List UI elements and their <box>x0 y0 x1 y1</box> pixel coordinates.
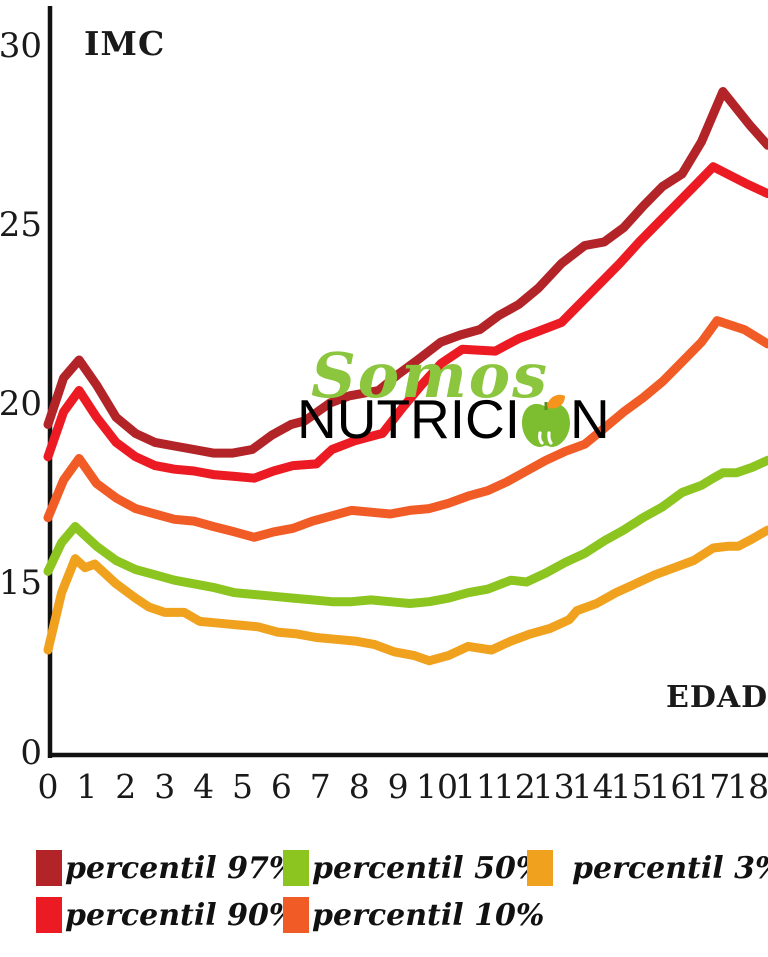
legend-label: percentil 90% <box>65 897 298 933</box>
x-tick-14: 14 <box>572 767 614 806</box>
legend-item-percentil-90: percentil 90% <box>36 897 297 933</box>
x-tick-9: 9 <box>388 767 409 806</box>
legend-item-percentil-10: percentil 10% <box>283 897 544 933</box>
x-tick-1: 1 <box>76 767 97 806</box>
x-tick-15: 15 <box>611 767 653 806</box>
x-tick-17: 17 <box>688 767 730 806</box>
x-tick-6: 6 <box>271 767 292 806</box>
x-tick-7: 7 <box>310 767 331 806</box>
legend-swatch-percentil-10 <box>283 897 309 933</box>
x-tick-16: 16 <box>649 767 691 806</box>
series-percentil-90 <box>43 162 768 483</box>
legend-swatch-percentil-50 <box>283 850 309 886</box>
x-tick-11: 11 <box>455 767 497 806</box>
legend-swatch-percentil-90 <box>36 897 62 933</box>
legend-label: percentil 50% <box>312 850 545 886</box>
x-tick-5: 5 <box>232 767 253 806</box>
x-axis-title: EDAD <box>666 680 768 715</box>
y-tick-30: 30 <box>0 26 42 66</box>
y-tick-25: 25 <box>0 205 42 245</box>
x-tick-3: 3 <box>154 767 175 806</box>
legend-label: percentil 3% <box>572 850 768 886</box>
legend: percentil 97% percentil 50% percentil 3%… <box>36 850 768 933</box>
legend-swatch-percentil-3 <box>527 850 553 886</box>
x-tick-8: 8 <box>349 767 370 806</box>
legend-item-percentil-97: percentil 97% <box>36 850 297 886</box>
legend-item-percentil-50: percentil 50% <box>283 850 544 886</box>
y-tick-0: 0 <box>20 733 42 773</box>
legend-item-percentil-3: percentil 3% <box>527 850 768 886</box>
legend-swatch-percentil-97 <box>36 850 62 886</box>
series-percentil-97 <box>43 87 768 458</box>
y-axis-title: IMC <box>84 24 166 63</box>
y-tick-20: 20 <box>0 384 42 424</box>
x-tick-18: 18 <box>727 767 768 806</box>
x-tick-13: 13 <box>533 767 575 806</box>
series-percentil-3 <box>43 525 768 666</box>
x-tick-4: 4 <box>193 767 214 806</box>
x-tick-0: 0 <box>38 767 59 806</box>
x-tick-12: 12 <box>494 767 536 806</box>
series-percentil-10 <box>43 316 768 542</box>
series-percentil-50 <box>43 455 768 608</box>
legend-label: percentil 97% <box>65 850 298 886</box>
chart-area: 30 25 20 15 0 0 1 2 3 4 5 6 7 8 9 10 11 12 13 14 15 16 17 18 IM… <box>0 6 768 806</box>
legend-label: percentil 10% <box>312 897 545 933</box>
x-tick-2: 2 <box>115 767 136 806</box>
y-tick-15: 15 <box>0 563 42 603</box>
x-tick-10: 10 <box>416 767 458 806</box>
